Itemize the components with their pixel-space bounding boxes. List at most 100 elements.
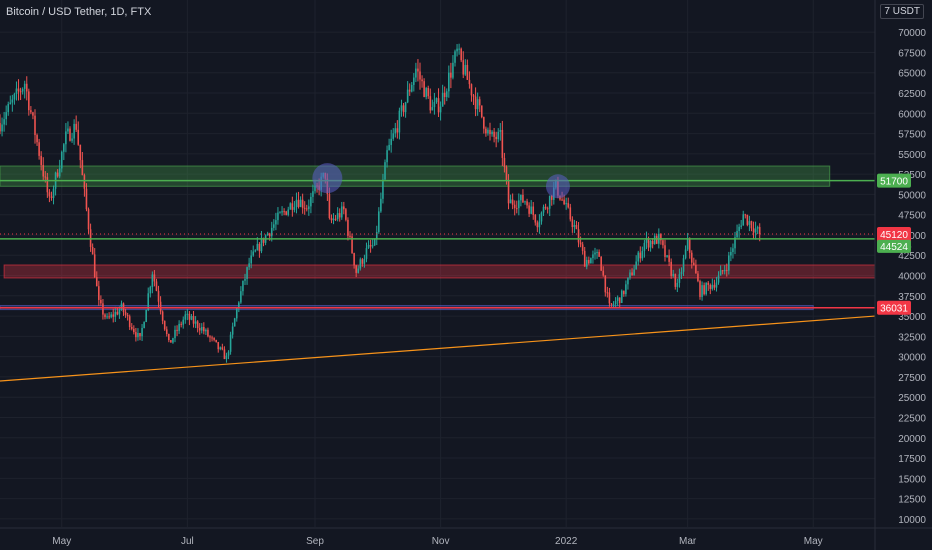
candle-body xyxy=(338,213,341,218)
y-tick-label: 62500 xyxy=(898,89,926,100)
candle-body xyxy=(116,311,119,315)
candle-body xyxy=(172,338,174,343)
candle-body xyxy=(674,274,677,287)
y-tick-label: 32500 xyxy=(898,332,926,343)
candle-body xyxy=(205,329,207,332)
candle-body xyxy=(384,162,386,180)
candle-body xyxy=(340,206,343,218)
candle-body xyxy=(40,155,42,166)
candle-body xyxy=(518,200,520,209)
candle-body xyxy=(466,64,469,80)
candle-body xyxy=(452,62,454,78)
candle-body xyxy=(147,293,150,310)
candle-body xyxy=(363,258,366,264)
candle-body xyxy=(653,235,656,245)
x-tick-label: May xyxy=(804,536,823,547)
candle-body xyxy=(538,221,541,228)
candle-body xyxy=(139,332,141,337)
candle-body xyxy=(238,302,240,309)
candle-body xyxy=(715,282,718,288)
candle-body xyxy=(703,285,705,295)
candle-body xyxy=(583,250,586,267)
candle-body xyxy=(548,195,551,209)
candle-body xyxy=(507,180,510,204)
candle-body xyxy=(571,219,574,227)
candle-body xyxy=(382,179,384,199)
candle-body xyxy=(219,347,222,350)
candle-body xyxy=(0,123,1,132)
candle-body xyxy=(361,259,364,264)
candle-body xyxy=(240,291,242,303)
candle-body xyxy=(723,269,726,272)
candle-body xyxy=(532,206,535,215)
y-tick-label: 70000 xyxy=(898,28,926,39)
candle-body xyxy=(573,224,576,227)
candle-body xyxy=(217,342,220,350)
candle-body xyxy=(579,242,582,245)
candle-body xyxy=(705,282,707,295)
candle-body xyxy=(367,245,370,249)
chart-title: Bitcoin / USD Tether, 1D, FTX xyxy=(6,6,152,18)
candle-body xyxy=(52,188,55,198)
candle-body xyxy=(192,316,195,324)
candle-body xyxy=(470,84,473,96)
candle-body xyxy=(725,269,728,271)
last-price-label: 45120 xyxy=(880,230,908,241)
candle-body xyxy=(44,176,47,178)
price-zone xyxy=(3,264,876,279)
candle-body xyxy=(540,212,543,222)
y-tick-label: 10000 xyxy=(898,515,926,526)
candle-body xyxy=(567,203,570,208)
candle-body xyxy=(231,326,234,335)
candle-body xyxy=(36,135,38,143)
candle-body xyxy=(1,124,3,132)
candle-body xyxy=(608,292,611,304)
candle-body xyxy=(688,238,691,253)
candle-body xyxy=(357,268,360,273)
candle-body xyxy=(252,251,255,256)
currency-selector[interactable]: 7 USDT xyxy=(880,4,924,19)
y-tick-label: 50000 xyxy=(898,190,926,201)
candle-body xyxy=(736,230,738,238)
candle-body xyxy=(289,203,292,210)
candle-body xyxy=(598,252,600,257)
candle-body xyxy=(194,321,197,324)
candle-body xyxy=(63,144,65,152)
candle-body xyxy=(277,212,279,221)
candle-body xyxy=(534,214,537,223)
x-tick-label: Sep xyxy=(306,536,324,547)
candle-body xyxy=(503,157,506,167)
candle-body xyxy=(561,199,563,201)
price-axis-panel xyxy=(875,0,932,550)
candle-body xyxy=(536,222,539,228)
candle-body xyxy=(254,250,257,252)
candle-body xyxy=(758,227,761,234)
y-tick-label: 15000 xyxy=(898,474,926,485)
candle-body xyxy=(291,203,294,210)
candle-body xyxy=(182,319,185,325)
candle-body xyxy=(11,99,14,103)
candle-body xyxy=(569,207,572,220)
candle-body xyxy=(371,245,374,247)
level-badge-bg xyxy=(877,173,911,188)
candle-body xyxy=(151,274,154,288)
candle-body xyxy=(629,272,631,278)
candle-body xyxy=(647,238,650,248)
level-badge: 36031 xyxy=(880,304,908,315)
candle-body xyxy=(248,263,250,268)
candle-body xyxy=(678,274,681,283)
candle-body xyxy=(427,87,430,97)
candle-body xyxy=(174,329,176,339)
candle-body xyxy=(410,84,413,92)
candle-body xyxy=(176,329,178,331)
candle-body xyxy=(602,270,605,276)
candle-body xyxy=(223,349,226,360)
candle-body xyxy=(676,282,679,287)
candle-body xyxy=(126,314,129,317)
candle-body xyxy=(118,309,121,315)
candle-body xyxy=(114,311,117,317)
candle-body xyxy=(509,199,512,204)
candle-body xyxy=(168,333,170,341)
candle-body xyxy=(310,196,312,207)
